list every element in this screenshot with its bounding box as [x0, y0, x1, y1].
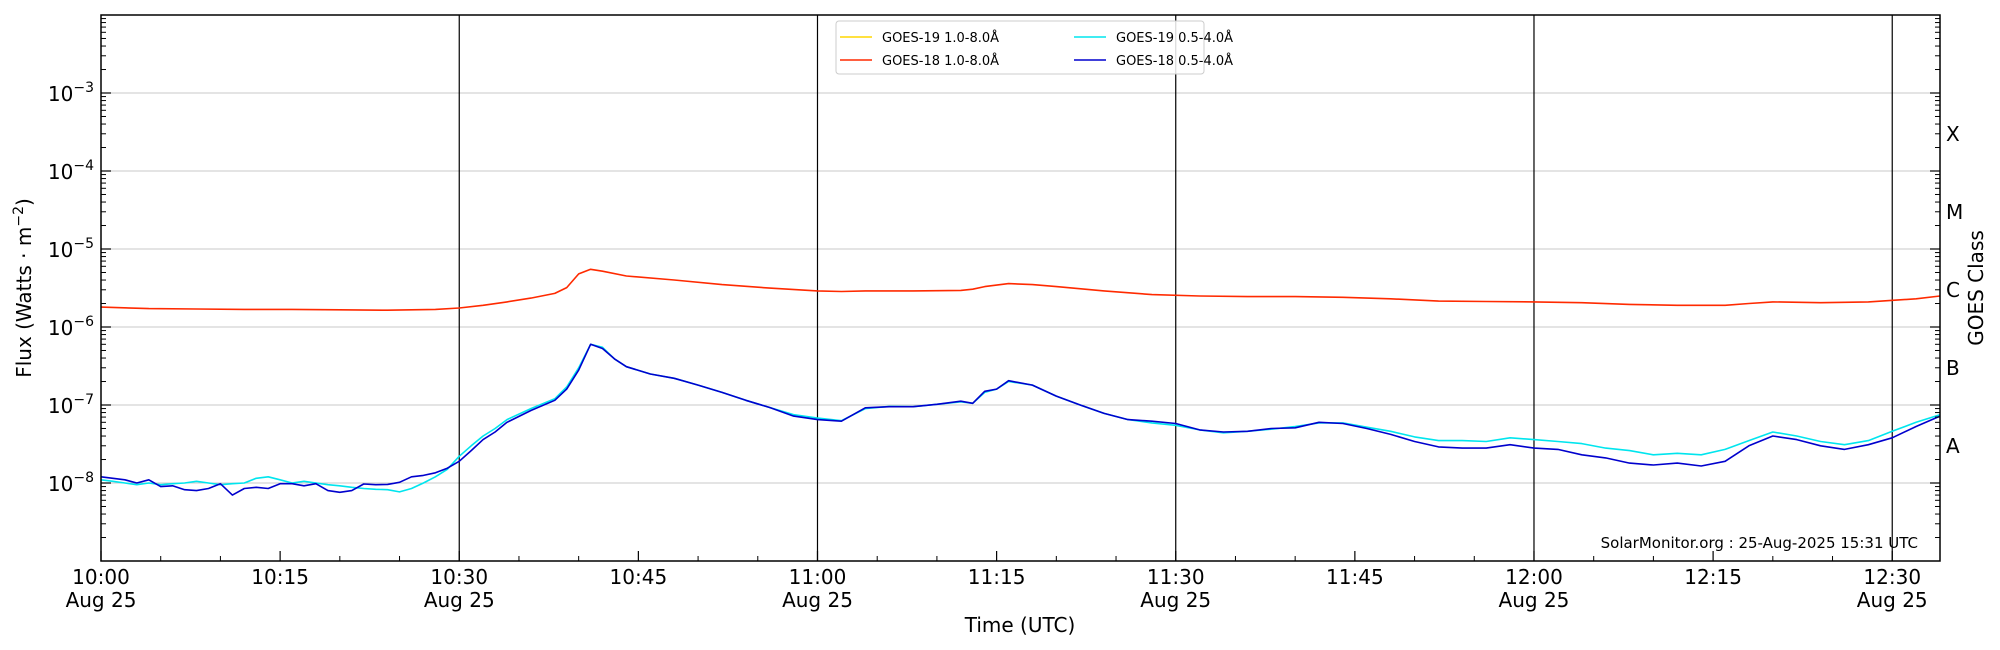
- x-tick-time-label: 12:00: [1505, 565, 1563, 589]
- series-layer: [100, 268, 1941, 496]
- x-tick-date-label: Aug 25: [1499, 588, 1570, 612]
- x-tick-time-label: 12:15: [1684, 565, 1742, 589]
- goes-class-labels: A B C M X: [1946, 122, 1963, 458]
- plot-frame: [100, 14, 1941, 562]
- x-tick-time-label: 10:00: [72, 565, 130, 589]
- x-tick-date-label: Aug 25: [424, 588, 495, 612]
- goes-class-label: X: [1946, 122, 1960, 146]
- legend-label: GOES-18 0.5-4.0Å: [1116, 53, 1233, 69]
- goes-class-label: C: [1946, 278, 1960, 302]
- y-tick-label: 10−3: [48, 80, 94, 106]
- x-tick-time-label: 10:15: [251, 565, 309, 589]
- x-tick-date-label: Aug 25: [66, 588, 137, 612]
- y-tick-label: 10−8: [48, 470, 94, 496]
- y-tick-label: 10−6: [48, 314, 94, 340]
- x-tick-time-label: 11:15: [968, 565, 1026, 589]
- x-tick-time-label: 10:45: [610, 565, 668, 589]
- vertical-marker-layer: [458, 15, 1893, 561]
- legend-label: GOES-19 1.0-8.0Å: [882, 30, 999, 46]
- goes-class-label: A: [1946, 434, 1960, 458]
- legend-label: GOES-19 0.5-4.0Å: [1116, 30, 1233, 46]
- grid-layer: [101, 92, 1940, 484]
- y-ticks-layer: 10−8 10−7 10−6 10−5 10−4 10−3: [48, 18, 1940, 539]
- x-tick-time-label: 11:00: [789, 565, 847, 589]
- x-tick-time-label: 12:30: [1863, 565, 1921, 589]
- y-tick-label: 10−5: [48, 236, 94, 262]
- series-line: [100, 343, 1941, 496]
- legend-box: [835, 20, 1205, 75]
- credit-text: SolarMonitor.org : 25-Aug-2025 15:31 UTC: [1601, 534, 1918, 552]
- x-tick-date-label: Aug 25: [782, 588, 853, 612]
- y-tick-label: 10−7: [48, 392, 94, 418]
- series-line: [100, 268, 1941, 311]
- x-tick-date-label: Aug 25: [1857, 588, 1928, 612]
- goes-class-label: B: [1946, 356, 1960, 380]
- x-tick-time-label: 10:30: [430, 565, 488, 589]
- x-axis-title: Time (UTC): [964, 613, 1076, 637]
- x-tick-time-label: 11:45: [1326, 565, 1384, 589]
- legend-label: GOES-18 1.0-8.0Å: [882, 53, 999, 69]
- legend: GOES-19 1.0-8.0Å GOES-18 1.0-8.0Å GOES-19 …: [835, 20, 1233, 75]
- y-tick-label: 10−4: [48, 158, 94, 184]
- y-axis-title: Flux (Watts · m−2): [11, 198, 36, 378]
- x-tick-time-label: 11:30: [1147, 565, 1205, 589]
- right-axis-title: GOES Class: [1964, 230, 1988, 346]
- x-tick-date-label: Aug 25: [1140, 588, 1211, 612]
- series-line: [100, 343, 1941, 493]
- goes-class-label: M: [1946, 200, 1963, 224]
